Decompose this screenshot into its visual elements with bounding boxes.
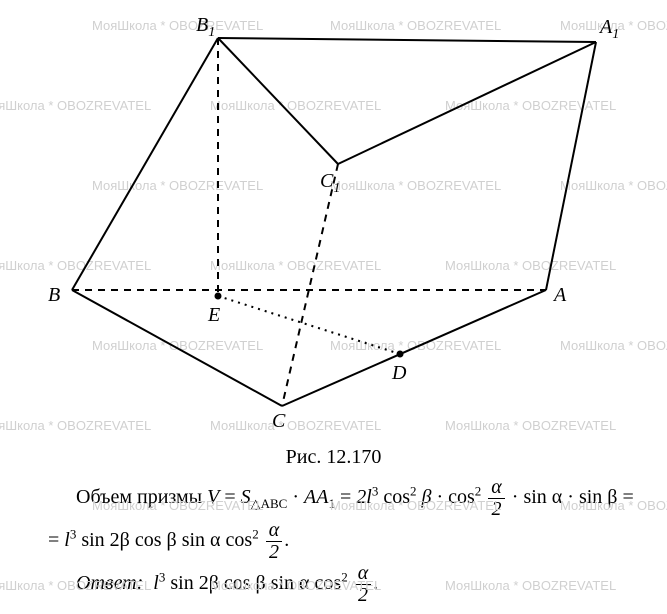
vertex-label-B1: B1	[196, 14, 215, 41]
volume-formula-line2: = l3 sin 2β cos β sin α cos2 α2.	[48, 520, 637, 563]
vertex-label-A: A	[554, 284, 566, 307]
vertex-label-C: C	[272, 410, 285, 433]
vertex-label-B: B	[48, 284, 60, 307]
vertex-label-D: D	[392, 362, 406, 385]
volume-formula-line1: Объем призмы V = S△ABC · AA1 = 2l3 cos2 …	[48, 477, 637, 520]
prism-diagram: B1 A1 C1 B A C E D	[0, 0, 667, 440]
answer-line: Ответ: l3 sin 2β cos β sin α cos2 α2.	[48, 563, 637, 606]
diagram-svg	[0, 0, 667, 440]
solution-text: Объем призмы V = S△ABC · AA1 = 2l3 cos2 …	[0, 469, 667, 606]
vertex-label-C1: C1	[320, 170, 340, 197]
figure-caption: Рис. 12.170	[0, 446, 667, 469]
vertex-label-E: E	[208, 304, 220, 327]
vertex-label-A1: A1	[600, 16, 619, 43]
